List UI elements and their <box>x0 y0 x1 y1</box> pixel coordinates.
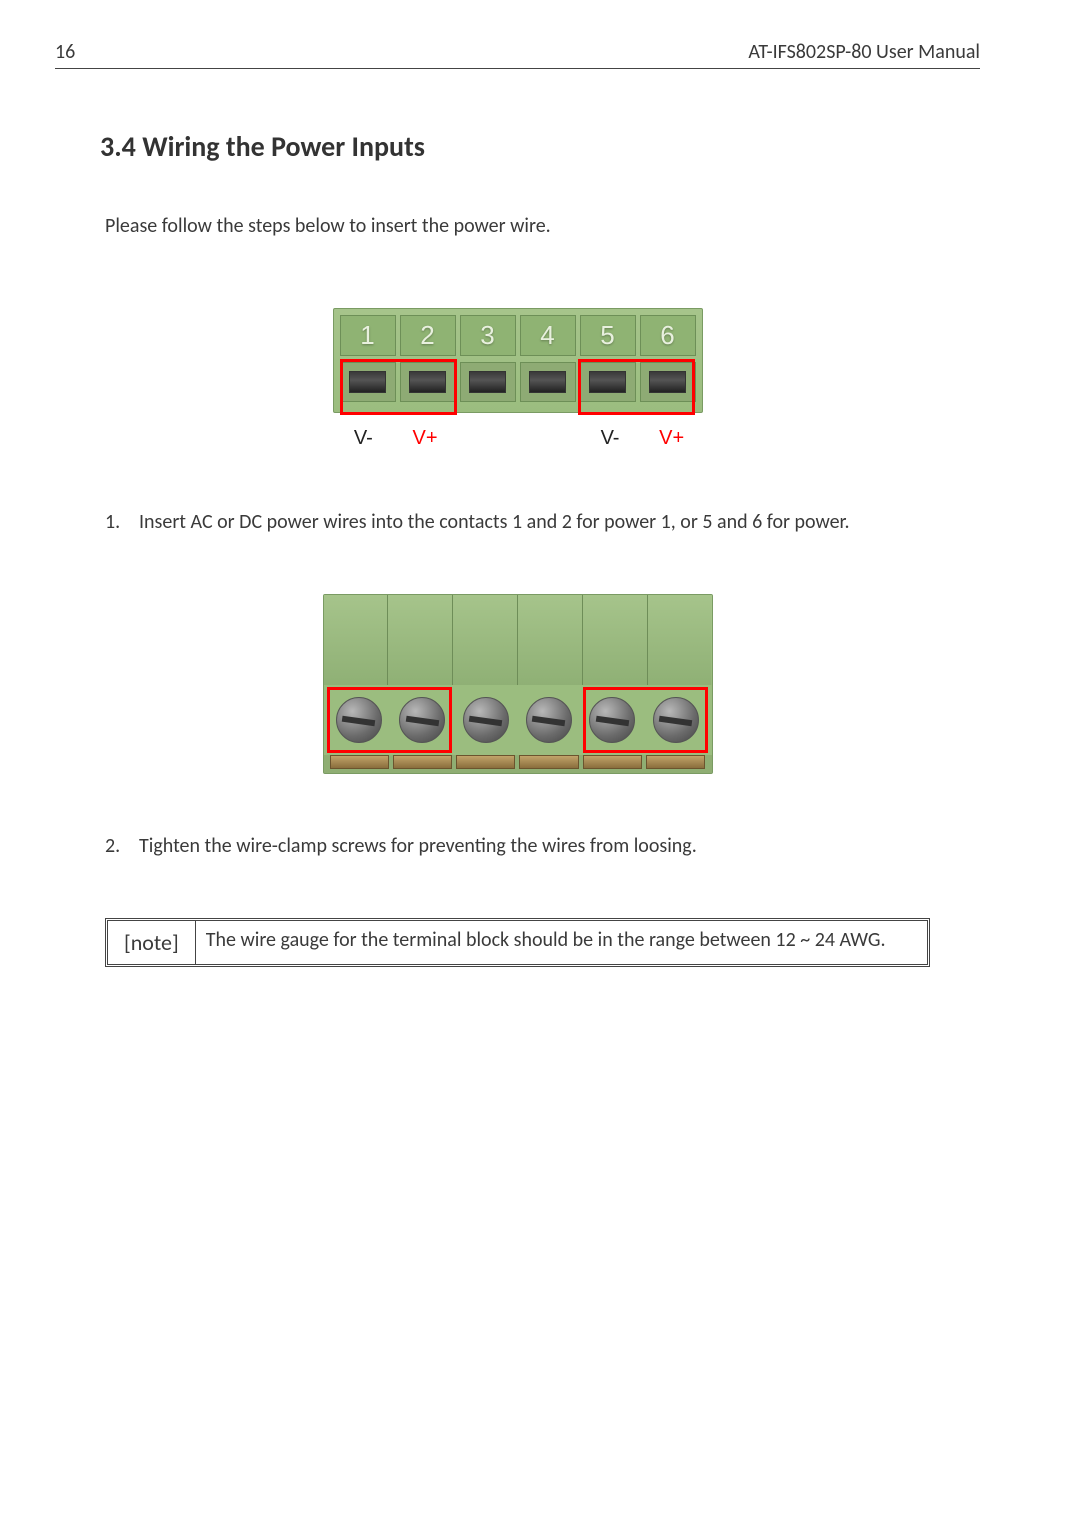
terminal-hole-icon <box>649 371 687 394</box>
terminal-foot <box>393 755 452 769</box>
terminal-screw-row <box>324 685 712 755</box>
screw-icon <box>336 697 382 743</box>
note-box: [note] The wire gauge for the terminal b… <box>105 918 930 967</box>
screw-icon <box>526 697 572 743</box>
terminal-hole-cell <box>520 362 576 402</box>
terminal-screw-cell <box>456 691 515 749</box>
figure-terminal-screws <box>55 594 980 774</box>
step-text: Tighten the wire-clamp screws for preven… <box>139 834 697 858</box>
terminal-foot <box>330 755 389 769</box>
terminal-number-cell: 6 <box>640 315 696 356</box>
terminal-foot <box>646 755 705 769</box>
terminal-screw-cell <box>519 691 578 749</box>
terminal-hole-row <box>340 362 696 402</box>
terminal-hole-icon <box>469 371 507 394</box>
screw-icon <box>589 697 635 743</box>
label-v-minus: V- <box>333 427 395 450</box>
section-heading: 3.4 Wiring the Power Inputs <box>100 129 980 164</box>
page: 16 AT-IFS802SP-80 User Manual 3.4 Wiring… <box>0 0 1080 967</box>
section-intro: Please follow the steps below to insert … <box>105 214 980 238</box>
terminal-foot <box>456 755 515 769</box>
screw-icon <box>399 697 445 743</box>
terminal-hole-cell <box>460 362 516 402</box>
terminal-screw-cell <box>583 691 642 749</box>
label-v-plus: V+ <box>641 427 703 450</box>
terminal-number-cell: 5 <box>580 315 636 356</box>
note-label: [note] <box>108 921 196 964</box>
label-spacer <box>518 427 580 450</box>
terminal-slot <box>388 595 453 685</box>
screw-icon <box>463 697 509 743</box>
terminal-hole-cell <box>640 362 696 402</box>
terminal-screw-cell <box>393 691 452 749</box>
terminal-screw-cell <box>646 691 705 749</box>
step-text: Insert AC or DC power wires into the con… <box>139 510 850 534</box>
terminal-block-screw-body <box>323 594 713 774</box>
page-header: 16 AT-IFS802SP-80 User Manual <box>55 40 980 69</box>
terminal-number-cell: 1 <box>340 315 396 356</box>
terminal-screw-cell <box>330 691 389 749</box>
figure-terminal-numbered: 1 2 3 4 5 6 V <box>55 308 980 450</box>
screw-icon <box>653 697 699 743</box>
terminal-hole-icon <box>409 371 447 394</box>
label-v-minus: V- <box>579 427 641 450</box>
terminal-block-body: 1 2 3 4 5 6 <box>333 308 703 413</box>
terminal-hole-cell <box>340 362 396 402</box>
step-1: 1. Insert AC or DC power wires into the … <box>105 510 980 534</box>
terminal-number-cell: 4 <box>520 315 576 356</box>
terminal-slot-row <box>324 595 712 685</box>
terminal-foot-row <box>324 755 712 773</box>
document-title: AT-IFS802SP-80 User Manual <box>748 40 980 64</box>
terminal-slot <box>324 595 389 685</box>
step-number: 1. <box>105 510 125 534</box>
terminal-number-row: 1 2 3 4 5 6 <box>340 315 696 356</box>
terminal-slot <box>648 595 712 685</box>
terminal-foot <box>583 755 642 769</box>
note-text: The wire gauge for the terminal block sh… <box>196 921 896 964</box>
voltage-labels-row: V- V+ V- V+ <box>333 427 703 450</box>
terminal-hole-icon <box>529 371 567 394</box>
terminal-hole-cell <box>580 362 636 402</box>
page-number: 16 <box>55 40 75 64</box>
terminal-hole-icon <box>349 371 387 394</box>
terminal-hole-icon <box>589 371 627 394</box>
label-v-plus: V+ <box>394 427 456 450</box>
terminal-hole-cell <box>400 362 456 402</box>
terminal-slot <box>583 595 648 685</box>
step-2: 2. Tighten the wire-clamp screws for pre… <box>105 834 980 858</box>
terminal-slot <box>453 595 518 685</box>
terminal-number-cell: 2 <box>400 315 456 356</box>
terminal-slot <box>518 595 583 685</box>
terminal-number-cell: 3 <box>460 315 516 356</box>
step-number: 2. <box>105 834 125 858</box>
label-spacer <box>456 427 518 450</box>
terminal-foot <box>519 755 578 769</box>
